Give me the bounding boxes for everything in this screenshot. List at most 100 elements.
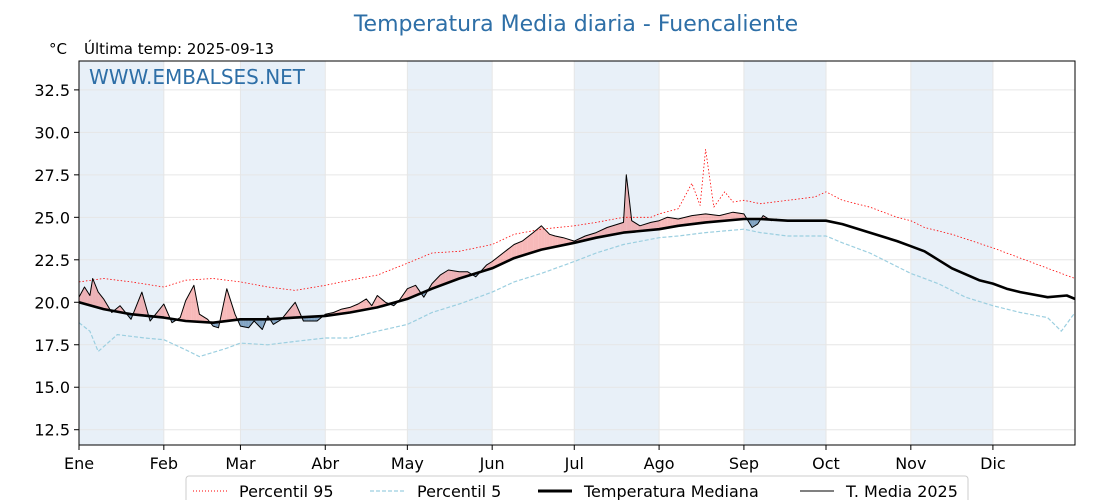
anomaly-fill [412, 285, 416, 297]
month-band [743, 61, 826, 445]
anomaly-fill [355, 303, 359, 312]
anomaly-fill [724, 213, 728, 221]
anomaly-fill [601, 228, 605, 237]
anomaly-fill [560, 237, 564, 246]
anomaly-fill [732, 212, 736, 220]
anomaly-fill [675, 218, 679, 227]
month-band [407, 61, 493, 445]
anomaly-fill [659, 219, 662, 230]
y-tick-label: 32.5 [34, 81, 70, 100]
anomaly-fill [158, 307, 162, 318]
anomaly-fill [656, 220, 660, 230]
anomaly-fill [716, 215, 720, 222]
x-tick-label: Ene [64, 454, 94, 473]
x-tick-label: Abr [311, 454, 339, 473]
anomaly-fill [609, 225, 613, 236]
anomaly-fill [415, 285, 419, 296]
anomaly-fill [615, 224, 619, 235]
anomaly-fill [199, 314, 203, 322]
anomaly-fill [505, 248, 509, 262]
anomaly-fill [549, 234, 553, 248]
anomaly-fill [680, 217, 684, 226]
anomaly-fill [141, 292, 145, 316]
anomaly-fill [691, 215, 695, 225]
anomaly-fill [224, 288, 227, 322]
anomaly-fill [358, 302, 361, 311]
anomaly-fill [533, 230, 536, 253]
anomaly-fill [511, 244, 515, 260]
anomaly-fill [711, 214, 714, 222]
series-p5-line [79, 228, 1075, 358]
legend-box [185, 475, 969, 500]
legend: Percentil 95 Percentil 5 Temperatura Med… [185, 475, 969, 500]
anomaly-fill [182, 300, 186, 321]
y-tick-label: 20.0 [34, 293, 70, 312]
x-tick-label: Dic [980, 454, 1006, 473]
anomaly-fill [188, 290, 192, 322]
anomaly-fill [672, 218, 676, 227]
anomaly-fill [697, 214, 701, 224]
anomaly-fill [100, 295, 104, 310]
anomaly-fill [377, 295, 380, 308]
anomaly-fill [664, 217, 668, 229]
x-tick-label: Ago [644, 454, 675, 473]
legend-label-p95: Percentil 95 [239, 482, 334, 500]
anomaly-fill [500, 253, 504, 265]
anomaly-fill [185, 295, 189, 322]
anomaly-fill [552, 235, 556, 248]
anomaly-fill [503, 250, 506, 264]
anomaly-fill [546, 231, 550, 249]
legend-label-media2025: T. Media 2025 [845, 482, 958, 500]
anomaly-fill [661, 218, 665, 229]
anomaly-fill [708, 214, 712, 223]
anomaly-fill [226, 288, 230, 321]
x-tick-label: Oct [812, 454, 840, 473]
month-band [79, 61, 164, 445]
anomaly-fill [352, 305, 356, 312]
anomaly-fill [749, 219, 753, 228]
x-tick-label: Nov [895, 454, 926, 473]
anomaly-fill [631, 220, 635, 232]
anomaly-fill [557, 236, 561, 247]
anomaly-fill [508, 246, 512, 261]
anomaly-fill [437, 275, 441, 287]
anomaly-fill [525, 236, 528, 255]
anomaly-fill [240, 319, 244, 327]
anomaly-fill [678, 218, 681, 226]
anomaly-fill [92, 278, 96, 307]
month-band [574, 61, 660, 445]
y-tick-label: 25.0 [34, 208, 70, 227]
anomaly-fill [604, 227, 608, 237]
anomaly-fill [541, 225, 545, 250]
anomaly-fill [607, 226, 610, 236]
anomaly-fill [84, 286, 88, 305]
anomaly-fill [256, 319, 260, 327]
y-tick-label: 22.5 [34, 251, 70, 270]
y-tick-label: 30.0 [34, 123, 70, 142]
anomaly-fill [98, 292, 101, 309]
x-tick-label: Mar [225, 454, 256, 473]
anomaly-fill [401, 292, 405, 301]
anomaly-fill [667, 217, 671, 228]
series-p95-line [79, 149, 1075, 291]
anomaly-fill [735, 212, 739, 220]
anomaly-fill [103, 298, 107, 310]
anomaly-fill [448, 269, 452, 283]
x-tick-label: Feb [150, 454, 178, 473]
anomaly-fill [620, 222, 624, 234]
anomaly-fill [705, 213, 709, 223]
y-tick-label: 15.0 [34, 378, 70, 397]
anomaly-fill [451, 270, 454, 282]
x-tick-label: Jul [564, 454, 584, 473]
anomaly-fill [516, 242, 520, 258]
anomaly-fill [519, 241, 523, 257]
anomaly-fill [700, 214, 703, 224]
unit-label: °C [49, 40, 67, 58]
y-tick-label: 12.5 [34, 421, 70, 440]
anomaly-fill [286, 309, 290, 319]
legend-label-p5: Percentil 5 [417, 482, 501, 500]
series-media2025-line [79, 174, 777, 330]
anomaly-fill [752, 219, 755, 228]
anomaly-fill [245, 319, 249, 328]
anomaly-fill [626, 174, 629, 233]
